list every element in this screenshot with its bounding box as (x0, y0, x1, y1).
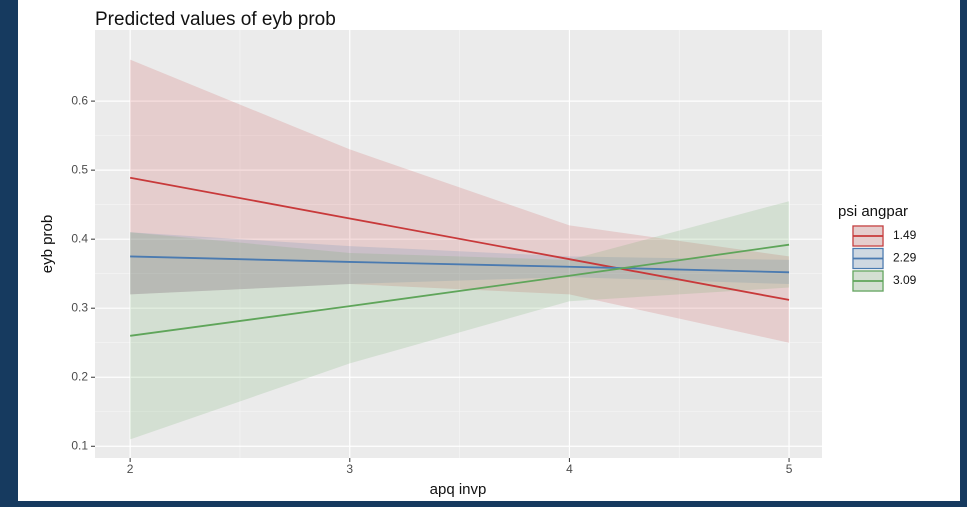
series-line (130, 255, 790, 274)
y-tick-label: 0.4 (71, 231, 88, 245)
confidence-band (130, 59, 790, 343)
chart-title: Predicted values of eyb prob (95, 9, 336, 30)
y-tick-label: 0.2 (71, 369, 88, 383)
legend-title: psi angpar (838, 203, 908, 220)
y-tick-label: 0.5 (71, 162, 88, 176)
x-axis-label: apq invp (430, 481, 487, 498)
x-tick-label: 2 (127, 462, 134, 476)
legend-label: 1.49 (893, 228, 917, 242)
x-tick-label: 5 (786, 462, 793, 476)
series-line (130, 243, 790, 337)
confidence-band (130, 232, 790, 295)
y-tick-label: 0.3 (71, 300, 88, 314)
x-tick-label: 4 (566, 462, 573, 476)
legend-label: 3.09 (893, 273, 917, 287)
y-tick-label: 0.6 (71, 93, 88, 107)
y-axis-label: eyb prob (39, 215, 56, 273)
x-tick-label: 3 (346, 462, 353, 476)
series-line (129, 176, 790, 301)
y-tick-label: 0.1 (71, 438, 88, 452)
legend-label: 2.29 (893, 251, 917, 265)
